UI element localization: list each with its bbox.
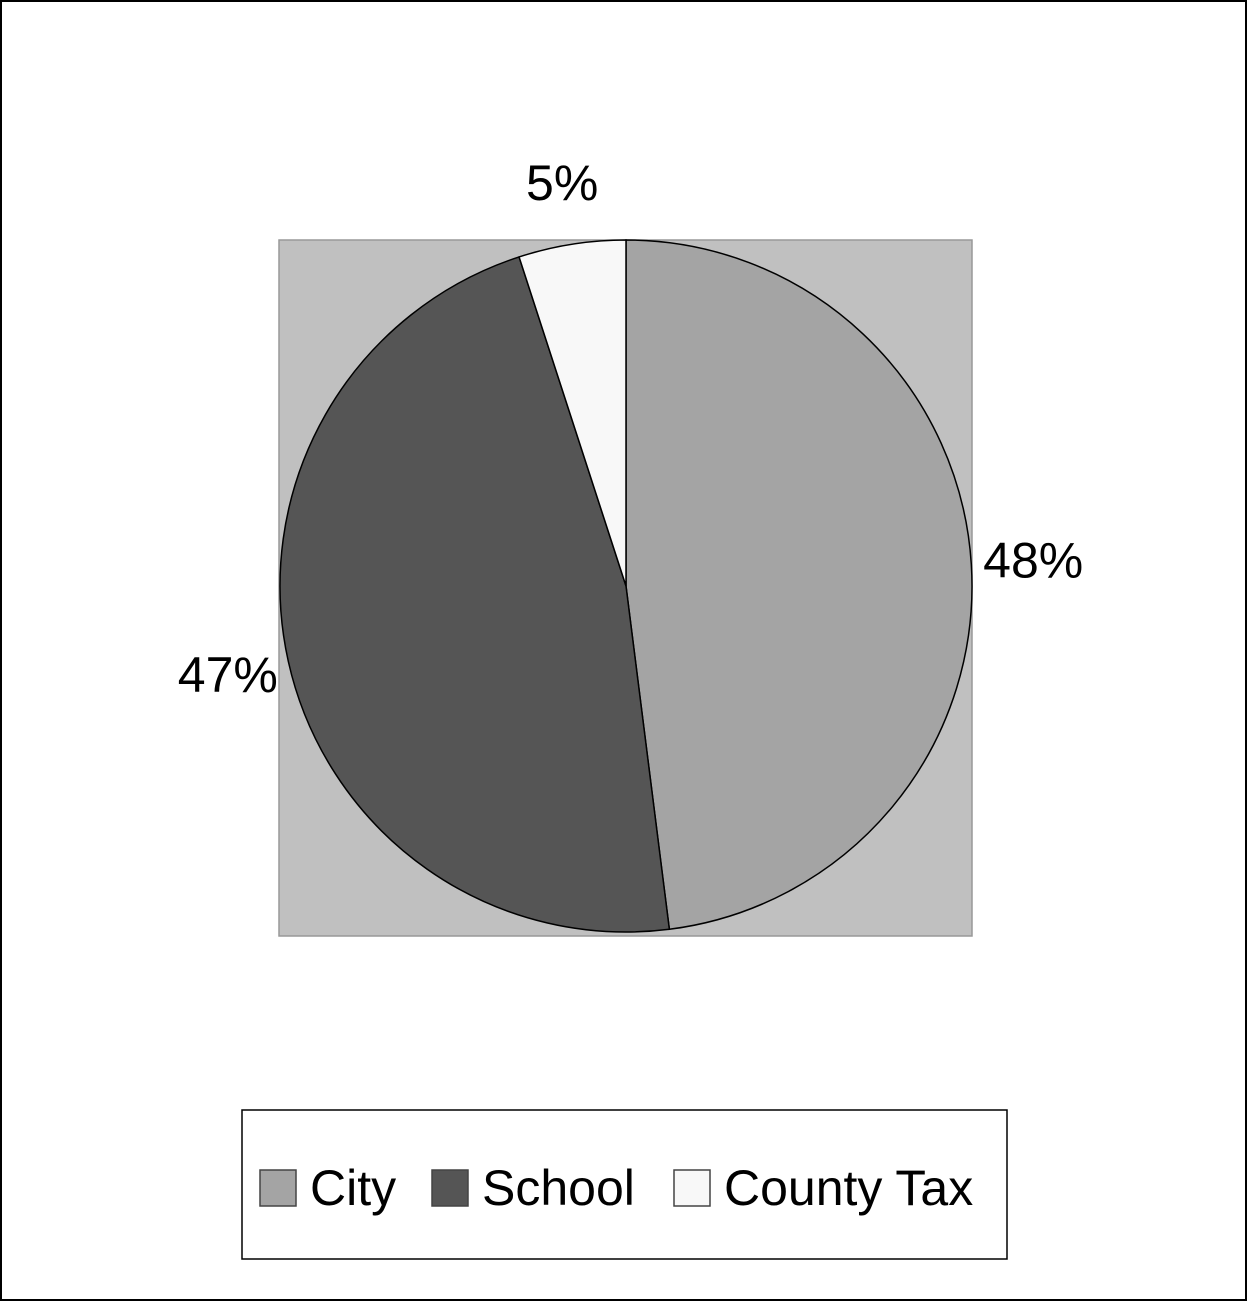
legend-swatch-county-tax [673, 1169, 711, 1207]
pie-slice-city [625, 239, 973, 931]
legend-label-city: City [310, 1160, 396, 1216]
legend-swatch-school [431, 1169, 469, 1207]
legend-swatch-city [259, 1169, 297, 1207]
data-label-school: 47% [178, 647, 278, 703]
pie-slice-county-tax [518, 239, 627, 587]
legend-box [241, 1109, 1008, 1260]
data-label-city: 48% [983, 532, 1083, 588]
data-label-county-tax: 5% [526, 155, 598, 211]
legend-label-county-tax: County Tax [724, 1160, 973, 1216]
pie-data-labels: 48% 47% 5% [178, 155, 1083, 703]
legend: City School County Tax [241, 1109, 1008, 1260]
pie-slice-school [279, 255, 671, 933]
legend-label-school: School [482, 1160, 635, 1216]
pie-slices [279, 239, 973, 933]
